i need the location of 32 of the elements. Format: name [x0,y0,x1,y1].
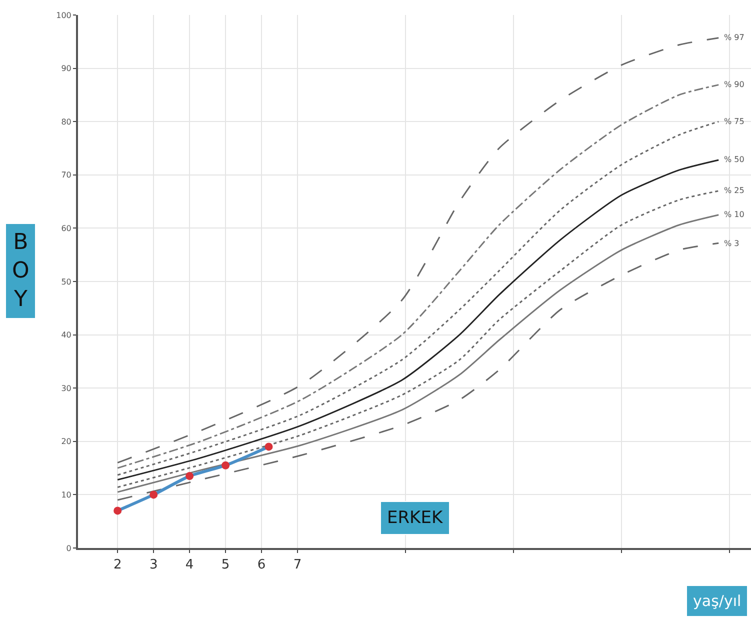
point [222,461,230,470]
y-tick-label: 90 [61,64,72,74]
series-label: % 97 [724,33,744,42]
x-tick-label: 6 [257,558,266,573]
y-tick-label: 100 [56,10,72,20]
y-tick-label: 80 [61,117,72,126]
y-tick-label: 20 [61,437,72,446]
y-tick-label: 0 [66,544,72,553]
point [114,506,122,515]
series-label: % 90 [724,80,744,89]
y-tick-label: 60 [61,224,72,233]
series-label: % 25 [724,186,744,195]
x-tick-label: 3 [149,558,158,573]
series-label: % 50 [724,155,744,164]
x-tick-label: 4 [185,558,194,573]
y-tick-label: 70 [61,170,72,180]
series-label: % 10 [724,210,744,219]
x-tick-label: 5 [221,558,230,573]
y-tick-label: 30 [61,384,72,393]
point [264,442,273,451]
y-tick-label: 40 [61,330,72,340]
series-label: % 75 [724,117,744,126]
x-axis-title: yaş/yıl [693,592,742,610]
y-axis-title: BOY [12,230,30,312]
x-tick-label: 7 [293,558,302,573]
series-label: % 3 [724,239,740,248]
y-tick-label: 50 [61,277,72,286]
y-tick-label: 10 [61,490,72,500]
x-tick-label: 2 [113,558,122,573]
annotation: ERKEK [387,508,444,528]
point [150,490,158,499]
point [186,472,194,480]
